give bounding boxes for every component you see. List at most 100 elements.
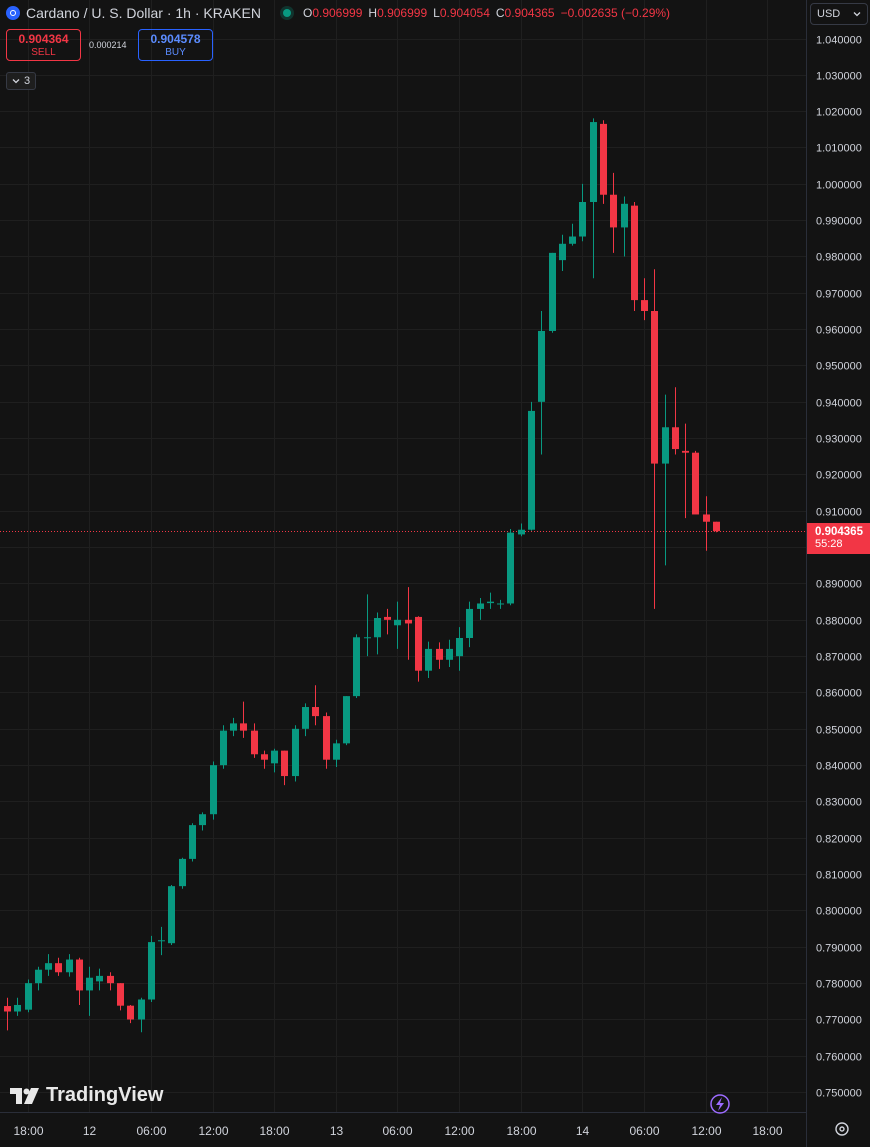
y-tick-label: 0.940000 <box>816 398 862 410</box>
tradingview-logo-icon <box>10 1087 39 1104</box>
buy-label: BUY <box>165 47 186 58</box>
currency-select[interactable]: USD <box>810 3 868 25</box>
candle-up <box>343 696 350 744</box>
candle-up <box>189 825 196 859</box>
buy-button[interactable]: 0.904578 BUY <box>138 29 213 61</box>
candle-up <box>292 728 299 777</box>
y-tick-label: 0.920000 <box>816 470 862 482</box>
candle-down <box>672 427 679 450</box>
y-tick-label: 1.000000 <box>816 180 862 192</box>
tradingview-logo[interactable]: TradingView <box>10 1084 163 1107</box>
close-value: 0.904365 <box>504 6 555 20</box>
candle-up <box>662 427 669 464</box>
candle-up <box>25 983 32 1010</box>
y-tick-label: 0.840000 <box>816 761 862 773</box>
candle-up <box>394 619 401 626</box>
candle-down <box>323 716 330 760</box>
candle-down <box>127 1005 134 1020</box>
y-tick-label: 0.990000 <box>816 216 862 228</box>
candle-up <box>271 750 278 764</box>
y-tick-label: 0.860000 <box>816 688 862 700</box>
candle-up <box>199 814 206 826</box>
high-value: 0.906999 <box>377 6 428 20</box>
chevron-down-icon <box>853 12 861 17</box>
candle-down <box>281 750 288 777</box>
replay-lightning-icon[interactable] <box>710 1094 730 1114</box>
candle-up <box>168 886 175 944</box>
sell-label: SELL <box>31 47 56 58</box>
candle-down <box>384 616 391 620</box>
spread-value: 0.000214 <box>89 40 127 50</box>
candle-up <box>138 999 145 1020</box>
candle-down <box>55 963 62 973</box>
y-tick-label: 0.890000 <box>816 579 862 591</box>
y-tick-label: 1.040000 <box>816 35 862 47</box>
candle-up <box>86 977 93 991</box>
y-tick-label: 1.010000 <box>816 143 862 155</box>
candle-up <box>456 637 463 657</box>
candle-up <box>96 975 103 982</box>
candle-down <box>117 983 124 1006</box>
x-tick-label: 12 <box>83 1124 97 1138</box>
symbol-title[interactable]: Cardano / U. S. Dollar · 1h · KRAKEN <box>26 5 261 21</box>
y-tick-label: 0.960000 <box>816 325 862 337</box>
indicators-collapse-button[interactable]: 3 <box>6 72 36 90</box>
candle-down <box>713 521 720 532</box>
sell-button[interactable]: 0.904364 SELL <box>6 29 81 61</box>
y-tick-label: 0.800000 <box>816 906 862 918</box>
candle-up <box>538 330 545 402</box>
x-tick-label: 18:00 <box>752 1124 782 1138</box>
candle-up <box>507 532 514 604</box>
candle-down <box>651 310 658 464</box>
candle-down <box>610 194 617 228</box>
settings-icon[interactable] <box>833 1120 851 1138</box>
cardano-coin-icon <box>6 6 20 20</box>
x-tick-label: 06:00 <box>629 1124 659 1138</box>
candle-down <box>312 707 319 717</box>
x-tick-label: 12:00 <box>198 1124 228 1138</box>
y-tick-label: 0.810000 <box>816 870 862 882</box>
y-tick-label: 0.910000 <box>816 507 862 519</box>
x-tick-label: 12:00 <box>444 1124 474 1138</box>
candle-up <box>569 236 576 244</box>
candle-up <box>210 765 217 815</box>
candle-down <box>107 975 114 984</box>
y-tick-label: 0.760000 <box>816 1052 862 1064</box>
y-tick-label: 0.770000 <box>816 1015 862 1027</box>
candle-up <box>179 858 186 887</box>
y-tick-label: 1.030000 <box>816 71 862 83</box>
x-tick-label: 12:00 <box>691 1124 721 1138</box>
candle-down <box>600 123 607 195</box>
candle-down <box>240 723 247 731</box>
logo-text: TradingView <box>46 1084 164 1106</box>
candle-down <box>4 1006 11 1012</box>
y-tick-label: 1.020000 <box>816 107 862 119</box>
x-tick-label: 18:00 <box>259 1124 289 1138</box>
candle-down <box>703 514 710 522</box>
candle-up <box>487 601 494 604</box>
candle-up <box>528 410 535 530</box>
candle-down <box>76 959 83 991</box>
candle-up <box>590 122 597 202</box>
candle-up <box>333 743 340 760</box>
candle-up <box>477 603 484 609</box>
candle-down <box>692 452 699 515</box>
bar-countdown: 55:28 <box>815 538 843 550</box>
candle-up <box>158 940 165 942</box>
candle-down <box>682 450 689 453</box>
candle-down <box>631 205 638 301</box>
candle-up <box>466 608 473 638</box>
candle-up <box>148 942 155 1000</box>
y-tick-label: 0.980000 <box>816 252 862 264</box>
x-tick-label: 06:00 <box>136 1124 166 1138</box>
chart-header: Cardano / U. S. Dollar · 1h · KRAKEN O0.… <box>6 4 670 22</box>
candle-up <box>35 969 42 984</box>
indicators-count: 3 <box>23 75 31 87</box>
candle-up <box>559 243 566 261</box>
y-tick-label: 0.930000 <box>816 434 862 446</box>
x-tick-label: 14 <box>576 1124 590 1138</box>
candle-down <box>641 300 648 311</box>
y-tick-label: 0.880000 <box>816 616 862 628</box>
candle-up <box>353 637 360 697</box>
